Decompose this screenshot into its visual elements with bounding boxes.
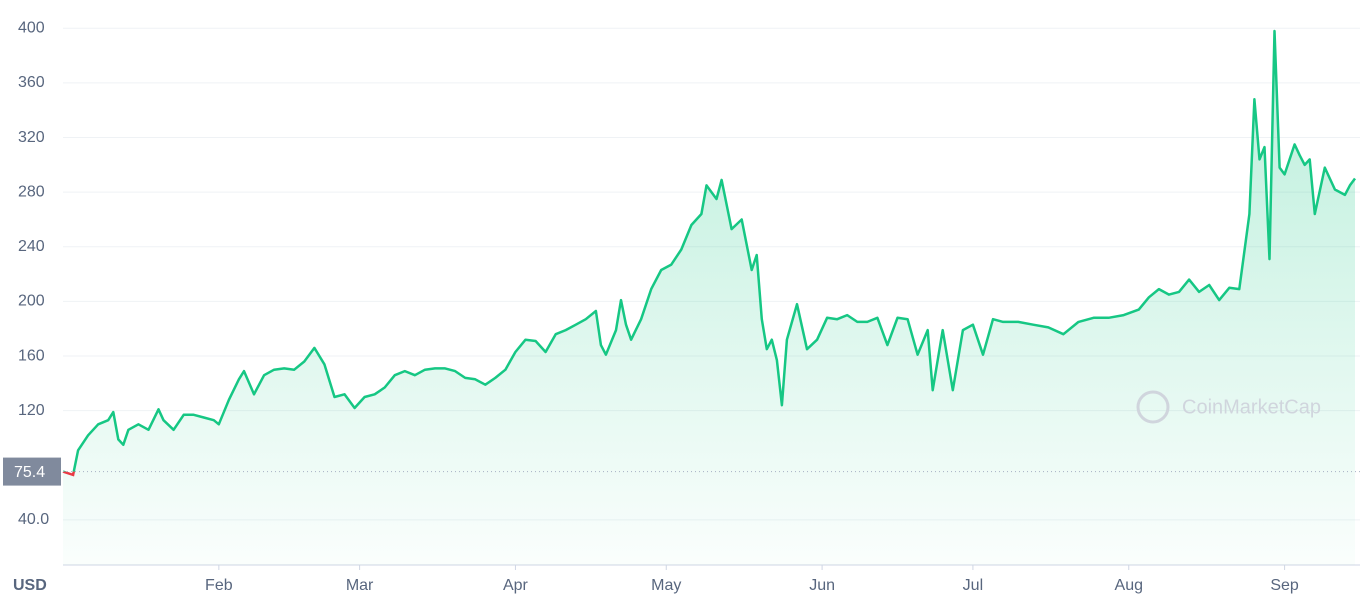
y-tick-label: 320 bbox=[18, 129, 45, 146]
baseline-label: 75.4 bbox=[14, 464, 45, 481]
y-tick-label: 120 bbox=[18, 402, 45, 419]
area-fill bbox=[63, 31, 1355, 565]
labels: 40.0 120 160 200 240 280 320 360 400 Feb Mar Apr May… bbox=[3, 20, 1299, 594]
x-tick-label: Sep bbox=[1270, 577, 1299, 594]
currency-label: USD bbox=[13, 577, 47, 594]
x-tick-label: May bbox=[651, 577, 681, 594]
x-tick-label: Mar bbox=[346, 577, 374, 594]
y-tick-label: 40.0 bbox=[18, 511, 49, 528]
y-tick-label: 280 bbox=[18, 183, 45, 200]
x-tick-label: Jul bbox=[963, 577, 983, 594]
y-tick-label: 200 bbox=[18, 293, 45, 310]
x-tick-label: Apr bbox=[503, 577, 529, 594]
y-tick-label: 160 bbox=[18, 347, 45, 364]
watermark-logo bbox=[1136, 390, 1170, 424]
y-tick-label: 360 bbox=[18, 74, 45, 91]
y-tick-label: 400 bbox=[18, 20, 45, 37]
y-tick-label: 240 bbox=[18, 238, 45, 255]
x-tick-label: Feb bbox=[205, 577, 233, 594]
x-tick-label: Jun bbox=[809, 577, 835, 594]
watermark: CoinMarketCap bbox=[1182, 396, 1321, 418]
price-line bbox=[63, 29, 1357, 472]
baseline-badge bbox=[3, 457, 61, 486]
x-tick-label: Aug bbox=[1115, 577, 1143, 594]
plot bbox=[62, 29, 1360, 565]
